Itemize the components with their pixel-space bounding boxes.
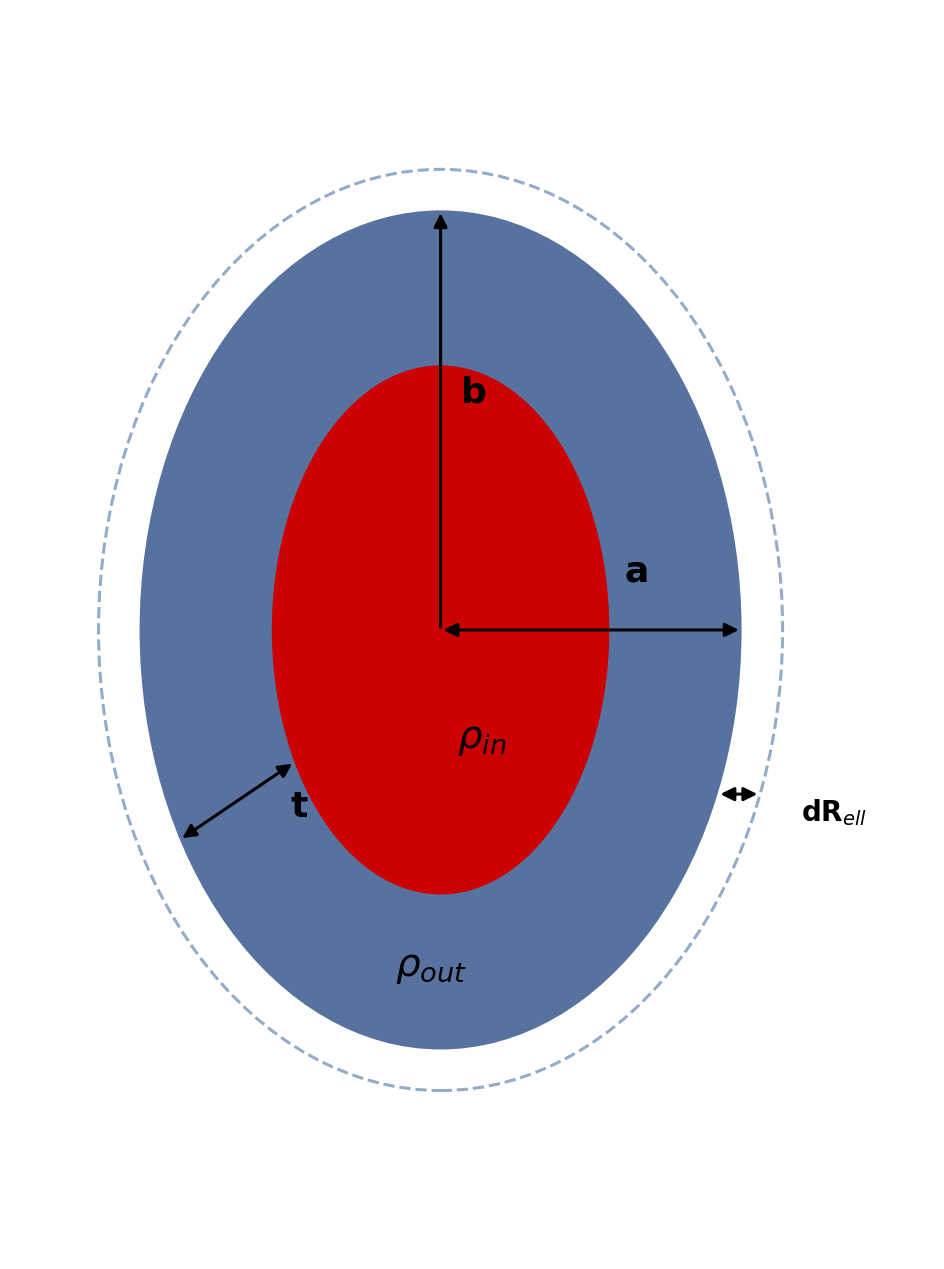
Text: t: t [290, 789, 308, 824]
Text: $\rho_{in}$: $\rho_{in}$ [456, 721, 506, 759]
Ellipse shape [272, 365, 609, 895]
Text: a: a [624, 555, 649, 589]
Text: dR$_{ell}$: dR$_{ell}$ [800, 797, 867, 827]
Text: $\rho_{out}$: $\rho_{out}$ [395, 948, 467, 986]
Text: b: b [460, 376, 486, 410]
Ellipse shape [140, 211, 741, 1049]
